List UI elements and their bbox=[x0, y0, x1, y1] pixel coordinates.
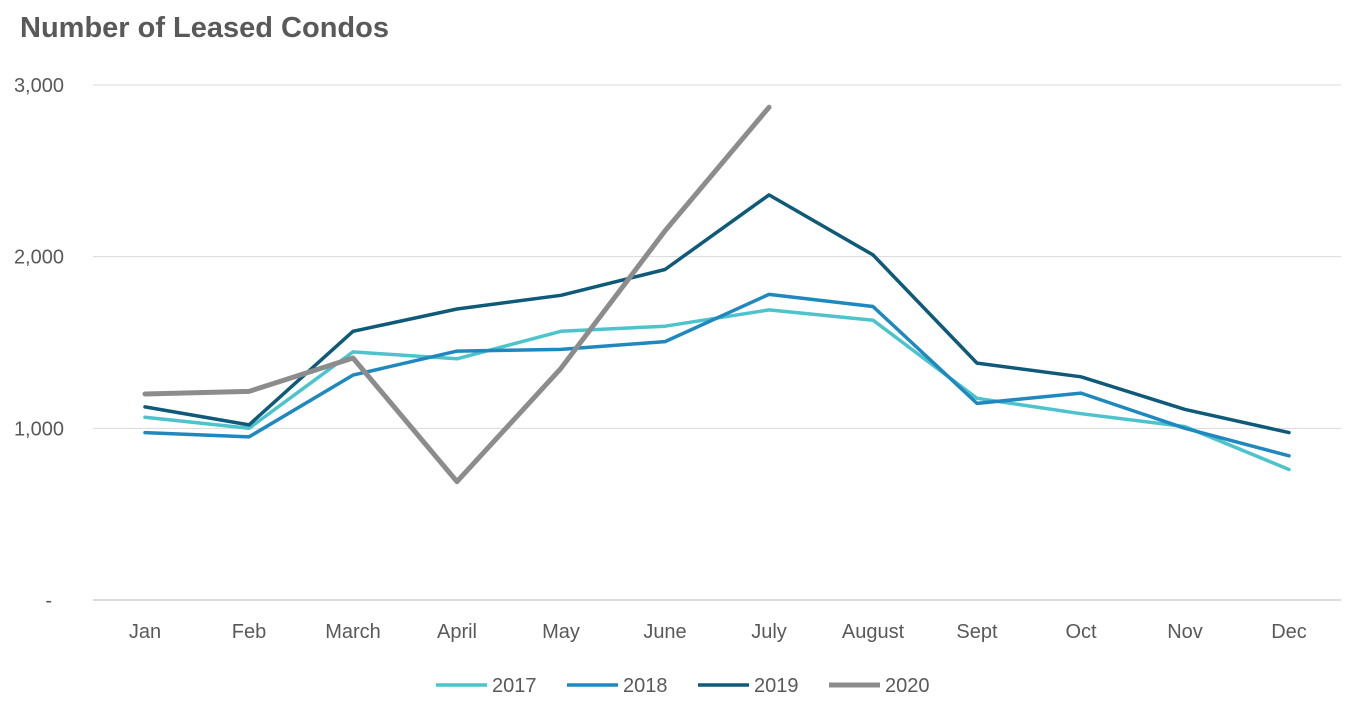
y-tick-label: 2,000 bbox=[14, 247, 64, 269]
legend-label-2018: 2018 bbox=[623, 675, 668, 697]
x-tick-label: April bbox=[437, 621, 477, 643]
x-tick-label: Feb bbox=[232, 621, 266, 643]
x-tick-label: Oct bbox=[1065, 621, 1097, 643]
y-tick-label: 3,000 bbox=[14, 75, 64, 97]
series-line-2020 bbox=[142, 104, 772, 485]
legend-label-2019: 2019 bbox=[754, 675, 799, 697]
x-tick-label: March bbox=[325, 621, 381, 643]
series-line-2019 bbox=[143, 193, 1291, 435]
y-tick-label: - bbox=[45, 590, 52, 612]
x-tick-label: July bbox=[751, 621, 787, 643]
x-tick-label: June bbox=[643, 621, 686, 643]
x-tick-label: Nov bbox=[1167, 621, 1203, 643]
legend-label-2020: 2020 bbox=[885, 675, 930, 697]
x-tick-label: Sept bbox=[956, 621, 998, 643]
x-tick-label: August bbox=[842, 621, 905, 643]
y-tick-label: 1,000 bbox=[14, 418, 64, 440]
x-tick-label: Jan bbox=[129, 621, 161, 643]
chart-title: Number of Leased Condos bbox=[20, 12, 389, 44]
series-line-2018 bbox=[143, 292, 1291, 458]
legend-label-2017: 2017 bbox=[492, 675, 537, 697]
x-tick-label: Dec bbox=[1271, 621, 1307, 643]
x-tick-label: May bbox=[542, 621, 580, 643]
